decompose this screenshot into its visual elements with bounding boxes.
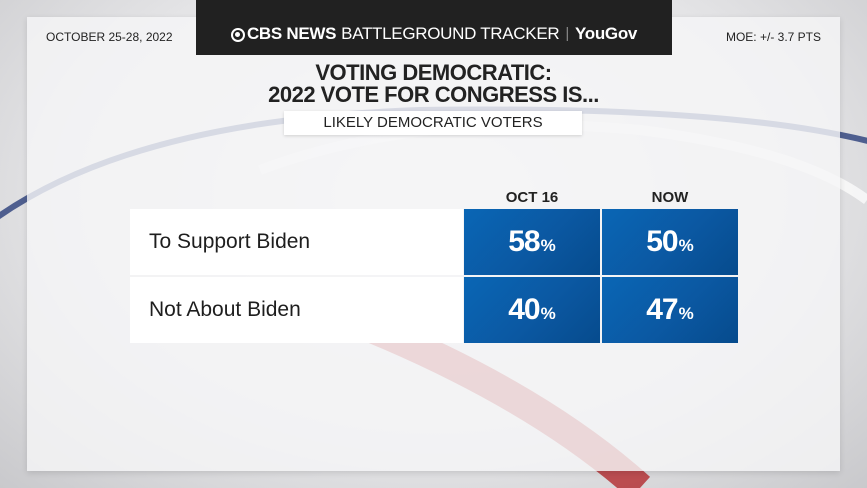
column-header-oct16: OCT 16 xyxy=(505,189,559,206)
brand-separator: | xyxy=(565,25,569,42)
row-label-not-about-biden: Not About Biden xyxy=(130,277,463,343)
title-line-2: 2022 VOTE FOR CONGRESS IS... xyxy=(268,82,599,107)
cell-support-biden-oct16: 58% xyxy=(464,209,600,275)
brand-battleground-tracker: BATTLEGROUND TRACKER xyxy=(341,23,560,43)
column-header-now: NOW xyxy=(651,189,689,206)
row-label-support-biden: To Support Biden xyxy=(130,209,463,275)
brand-header-bar: CBS NEWS BATTLEGROUND TRACKER | YouGov xyxy=(196,0,672,55)
cbs-eye-logo-icon xyxy=(230,27,245,42)
chart-title: VOTING DEMOCRATIC: 2022 VOTE FOR CONGRES… xyxy=(0,62,867,106)
cell-not-about-biden-oct16: 40% xyxy=(464,277,600,343)
title-line-1: VOTING DEMOCRATIC: xyxy=(315,60,552,85)
cell-support-biden-now: 50% xyxy=(602,209,738,275)
brand-cbs-news: CBS NEWS xyxy=(246,23,337,43)
margin-of-error: MOE: +/- 3.7 PTS xyxy=(725,30,821,44)
brand-yougov: YouGov xyxy=(574,23,638,43)
cell-not-about-biden-now: 47% xyxy=(602,277,738,343)
poll-date: OCTOBER 25-28, 2022 xyxy=(46,30,173,44)
chart-subtitle: LIKELY DEMOCRATIC VOTERS xyxy=(284,111,582,135)
